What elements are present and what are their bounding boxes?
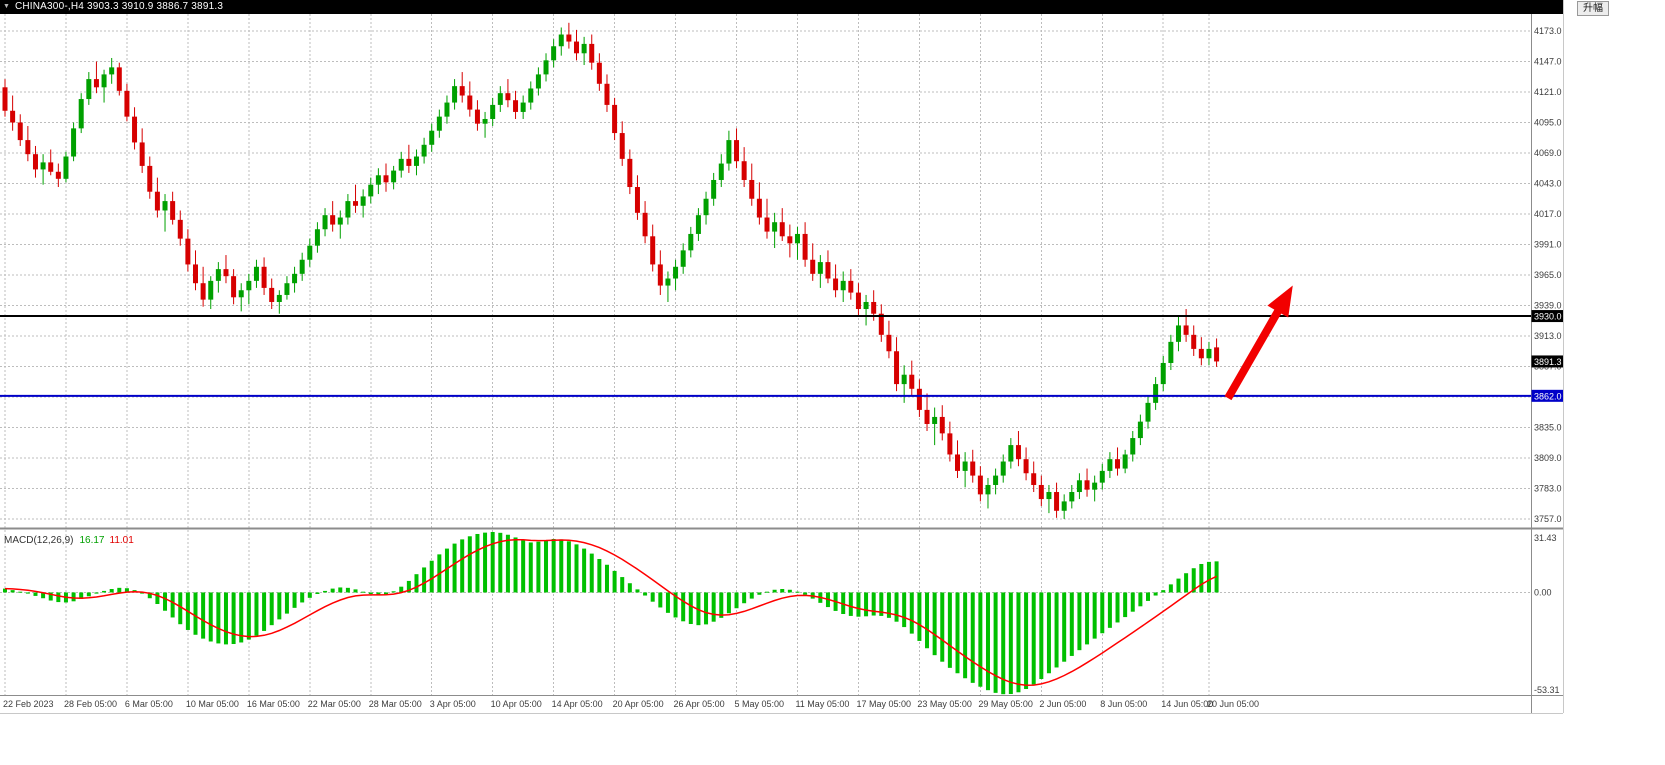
svg-text:3965.0: 3965.0 (1534, 270, 1562, 280)
trend-arrow (1224, 285, 1293, 401)
svg-text:2 Jun 05:00: 2 Jun 05:00 (1039, 699, 1086, 709)
svg-text:11 May 05:00: 11 May 05:00 (795, 699, 849, 709)
svg-text:3913.0: 3913.0 (1534, 331, 1562, 341)
svg-text:23 May 05:00: 23 May 05:00 (917, 699, 972, 709)
price-badges: 3930.0 3862.0 3891.3 (1531, 310, 1563, 402)
svg-text:-53.31: -53.31 (1534, 685, 1560, 695)
svg-text:8 Jun 05:00: 8 Jun 05:00 (1100, 699, 1147, 709)
macd-axis[interactable]: 31.43 0.00 -53.31 (1534, 533, 1560, 695)
svg-text:3 Apr 05:00: 3 Apr 05:00 (430, 699, 476, 709)
svg-text:20 Jun 05:00: 20 Jun 05:00 (1207, 699, 1259, 709)
svg-text:28 Feb 05:00: 28 Feb 05:00 (64, 699, 117, 709)
svg-text:20 Apr 05:00: 20 Apr 05:00 (613, 699, 664, 709)
corner-button[interactable]: 升幅 (1577, 1, 1609, 16)
chart-titlebar: ▼ CHINA300-,H4 3903.3 3910.9 3886.7 3891… (0, 0, 1563, 14)
svg-text:10 Apr 05:00: 10 Apr 05:00 (491, 699, 542, 709)
svg-text:3862.0: 3862.0 (1534, 391, 1562, 401)
macd-pane: MACD(12,26,9) 16.17 11.01 (3, 532, 1219, 695)
svg-text:3930.0: 3930.0 (1534, 312, 1562, 322)
price-axis[interactable]: 4173.0 4147.0 4121.0 4095.0 4069.0 4043.0 4017… (1534, 26, 1562, 524)
chart-dropdown-icon[interactable]: ▼ (3, 3, 10, 10)
svg-text:22 Mar 05:00: 22 Mar 05:00 (308, 699, 361, 709)
svg-text:29 May 05:00: 29 May 05:00 (978, 699, 1033, 709)
svg-text:4147.0: 4147.0 (1534, 57, 1562, 67)
svg-text:3835.0: 3835.0 (1534, 423, 1562, 433)
svg-text:3809.0: 3809.0 (1534, 453, 1562, 463)
svg-text:3991.0: 3991.0 (1534, 240, 1562, 250)
macd-label: MACD(12,26,9) 16.17 11.01 (4, 535, 134, 546)
svg-text:22 Feb 2023: 22 Feb 2023 (3, 699, 54, 709)
svg-text:4069.0: 4069.0 (1534, 148, 1562, 158)
svg-text:3783.0: 3783.0 (1534, 484, 1562, 494)
time-axis[interactable]: 22 Feb 2023 28 Feb 05:00 6 Mar 05:00 10 Mar… (3, 699, 1259, 709)
svg-text:16 Mar 05:00: 16 Mar 05:00 (247, 699, 300, 709)
svg-text:6 Mar 05:00: 6 Mar 05:00 (125, 699, 173, 709)
svg-text:5 May 05:00: 5 May 05:00 (735, 699, 785, 709)
chart-title-ohlc: CHINA300-,H4 3903.3 3910.9 3886.7 3891.3 (14, 1, 224, 12)
svg-text:3891.3: 3891.3 (1534, 357, 1562, 367)
svg-text:26 Apr 05:00: 26 Apr 05:00 (674, 699, 725, 709)
svg-text:17 May 05:00: 17 May 05:00 (856, 699, 911, 709)
svg-text:3939.0: 3939.0 (1534, 301, 1562, 311)
svg-text:10 Mar 05:00: 10 Mar 05:00 (186, 699, 239, 709)
svg-text:28 Mar 05:00: 28 Mar 05:00 (369, 699, 422, 709)
svg-text:4173.0: 4173.0 (1534, 26, 1562, 36)
svg-text:4043.0: 4043.0 (1534, 179, 1562, 189)
svg-text:14 Apr 05:00: 14 Apr 05:00 (552, 699, 603, 709)
svg-text:31.43: 31.43 (1534, 533, 1557, 543)
svg-text:3757.0: 3757.0 (1534, 514, 1562, 524)
candlestick-series (2, 22, 1220, 519)
svg-text:0.00: 0.00 (1534, 587, 1552, 597)
svg-text:4095.0: 4095.0 (1534, 118, 1562, 128)
svg-text:4121.0: 4121.0 (1534, 87, 1562, 97)
svg-text:4017.0: 4017.0 (1534, 209, 1562, 219)
svg-text:14 Jun 05:00: 14 Jun 05:00 (1161, 699, 1213, 709)
